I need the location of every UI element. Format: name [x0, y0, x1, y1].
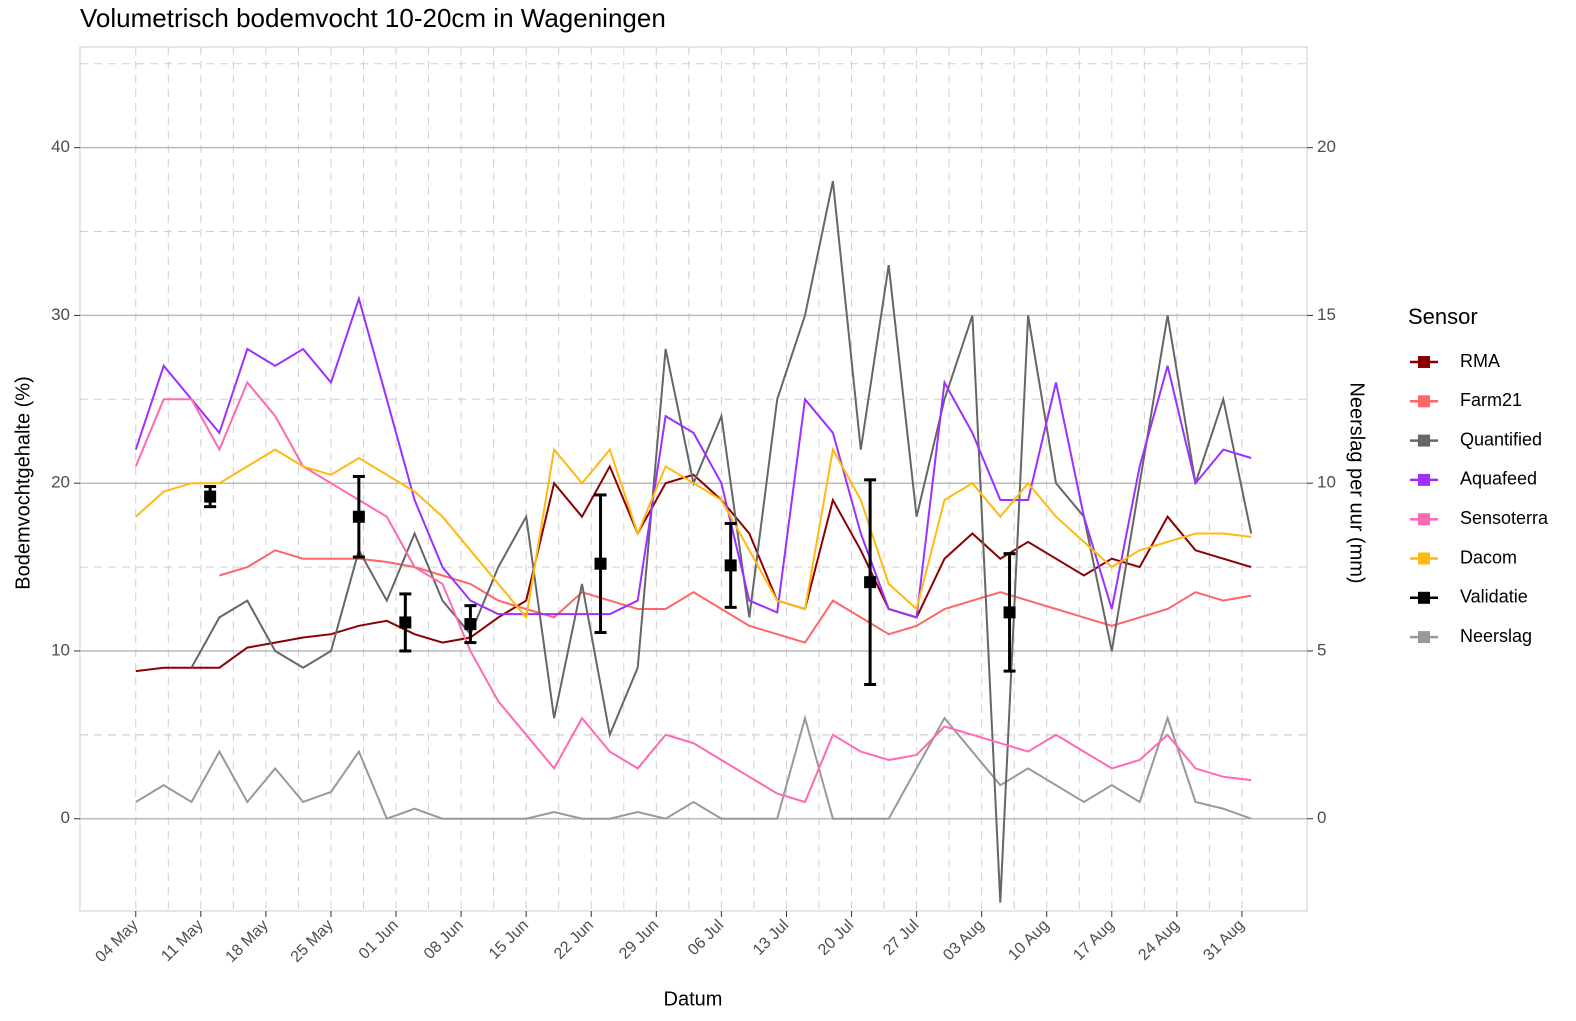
legend-swatch	[1418, 591, 1430, 604]
x-tick-label: 11 May	[158, 917, 206, 965]
y2-tick-label: 5	[1317, 640, 1326, 659]
point	[1003, 606, 1016, 619]
point	[399, 616, 412, 629]
legend-label: Sensoterra	[1460, 508, 1549, 528]
x-axis-label: Datum	[664, 988, 723, 1010]
point	[204, 490, 217, 503]
x-tick-label: 15 Jun	[486, 917, 532, 963]
point	[724, 559, 737, 572]
legend-swatch	[1418, 631, 1430, 644]
legend-label: Validatie	[1460, 587, 1528, 607]
legend-swatch	[1418, 356, 1430, 368]
x-tick-label: 10 Aug	[1005, 917, 1052, 964]
x-tick-label: 29 Jun	[616, 917, 662, 963]
x-tick-label: 04 May	[92, 917, 141, 966]
x-tick-label: 03 Aug	[940, 917, 987, 964]
y-tick-label: 30	[51, 305, 70, 324]
series-line	[135, 446, 1252, 620]
point	[464, 618, 477, 631]
y-tick-label: 0	[61, 808, 70, 827]
x-tick-label: 08 Jun	[421, 917, 467, 963]
x-tick-label: 31 Aug	[1200, 917, 1247, 964]
legend-swatch	[1418, 552, 1430, 565]
legend-label: Dacom	[1460, 547, 1517, 567]
y2-tick-label: 0	[1317, 808, 1326, 827]
y-tick-label: 20	[51, 473, 70, 492]
legend-swatch	[1418, 513, 1430, 526]
y-tick-label: 40	[51, 137, 70, 156]
series-line	[135, 714, 1252, 820]
legend-title: Sensor	[1408, 304, 1478, 329]
x-tick-label: 25 May	[288, 917, 337, 966]
legend-label: Neerslag	[1460, 626, 1532, 646]
x-tick-label: 22 Jun	[551, 917, 597, 963]
chart-title: Volumetrisch bodemvocht 10-20cm in Wagen…	[80, 3, 666, 33]
x-tick-label: 06 Jul	[685, 917, 727, 959]
point	[594, 557, 607, 570]
x-tick-label: 20 Jul	[815, 917, 857, 959]
point	[864, 576, 877, 589]
y-axis-label: Bodemvochtgehalte (%)	[12, 376, 34, 589]
series-line	[134, 295, 1252, 619]
series-line	[190, 180, 1253, 903]
legend-swatch	[1418, 434, 1430, 447]
x-tick-label: 18 May	[223, 917, 272, 966]
x-tick-label: 17 Aug	[1070, 917, 1117, 964]
x-tick-label: 27 Jul	[880, 917, 922, 959]
y2-tick-label: 10	[1317, 473, 1336, 492]
x-tick-label: 13 Jul	[750, 917, 792, 959]
series-line	[219, 549, 1252, 644]
legend-label: Aquafeed	[1460, 469, 1537, 489]
legend-label: Farm21	[1460, 390, 1522, 410]
series-line	[135, 464, 1252, 673]
legend-label: Quantified	[1460, 429, 1542, 449]
legend-swatch	[1418, 473, 1430, 486]
x-tick-label: 24 Aug	[1135, 917, 1182, 964]
y2-axis-label: Neerslag per uur (mm)	[1346, 382, 1368, 583]
legend-swatch	[1418, 395, 1430, 408]
x-tick-label: 01 Jun	[356, 917, 402, 963]
y2-tick-label: 15	[1317, 305, 1336, 324]
y2-tick-label: 20	[1317, 137, 1336, 156]
point	[352, 510, 365, 523]
series-line	[134, 380, 1252, 804]
y-tick-label: 10	[51, 640, 70, 659]
legend-label: RMA	[1460, 351, 1500, 371]
